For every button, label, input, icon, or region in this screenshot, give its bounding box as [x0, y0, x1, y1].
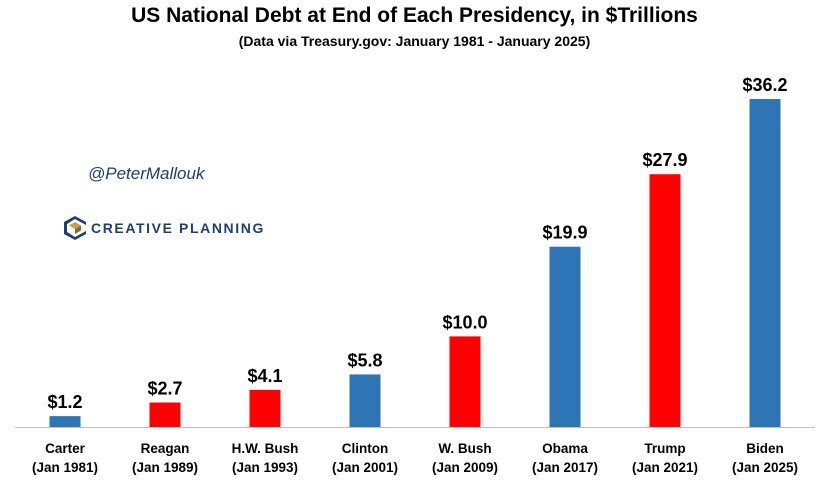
twitter-handle: @PeterMallouk: [88, 164, 205, 183]
category-date-label: (Jan 2001): [332, 460, 398, 475]
chart-subtitle: (Data via Treasury.gov: January 1981 - J…: [238, 33, 591, 49]
data-label: $2.7: [147, 379, 182, 399]
category-date-label: (Jan 1993): [232, 460, 298, 475]
category-label: Obama: [542, 441, 588, 456]
category-date-label: (Jan 1989): [132, 460, 198, 475]
category-label: Carter: [45, 441, 86, 456]
category-label: H.W. Bush: [232, 441, 299, 456]
data-label: $4.1: [247, 366, 282, 386]
data-label: $19.9: [542, 223, 587, 243]
category-label: Trump: [644, 441, 685, 456]
bar-carter: [49, 416, 81, 427]
category-label: W. Bush: [438, 441, 491, 456]
bar-trump: [649, 174, 681, 427]
bar-w-bush: [449, 336, 481, 427]
bar-obama: [549, 246, 581, 427]
category-label: Clinton: [342, 441, 389, 456]
data-label: $36.2: [742, 75, 787, 95]
creative-planning-logo: CREATIVE PLANNING: [64, 216, 265, 240]
category-date-label: (Jan 2017): [532, 460, 598, 475]
bar-reagan: [149, 402, 181, 427]
bar-h-w-bush: [249, 389, 281, 427]
bar-biden: [749, 99, 781, 427]
category-label: Reagan: [141, 441, 190, 456]
bar-clinton: [349, 374, 381, 427]
category-label: Biden: [746, 441, 784, 456]
category-date-label: (Jan 2025): [732, 460, 798, 475]
creative-planning-c-logo-icon: [64, 216, 86, 240]
data-label: $5.8: [347, 350, 382, 370]
data-label: $27.9: [642, 150, 687, 170]
chart-title: US National Debt at End of Each Presiden…: [131, 4, 698, 27]
data-label: $1.2: [47, 392, 82, 412]
category-date-label: (Jan 2009): [432, 460, 498, 475]
brand-name: CREATIVE PLANNING: [91, 220, 265, 236]
category-date-label: (Jan 2021): [632, 460, 698, 475]
data-label: $10.0: [442, 312, 487, 332]
category-date-label: (Jan 1981): [32, 460, 98, 475]
